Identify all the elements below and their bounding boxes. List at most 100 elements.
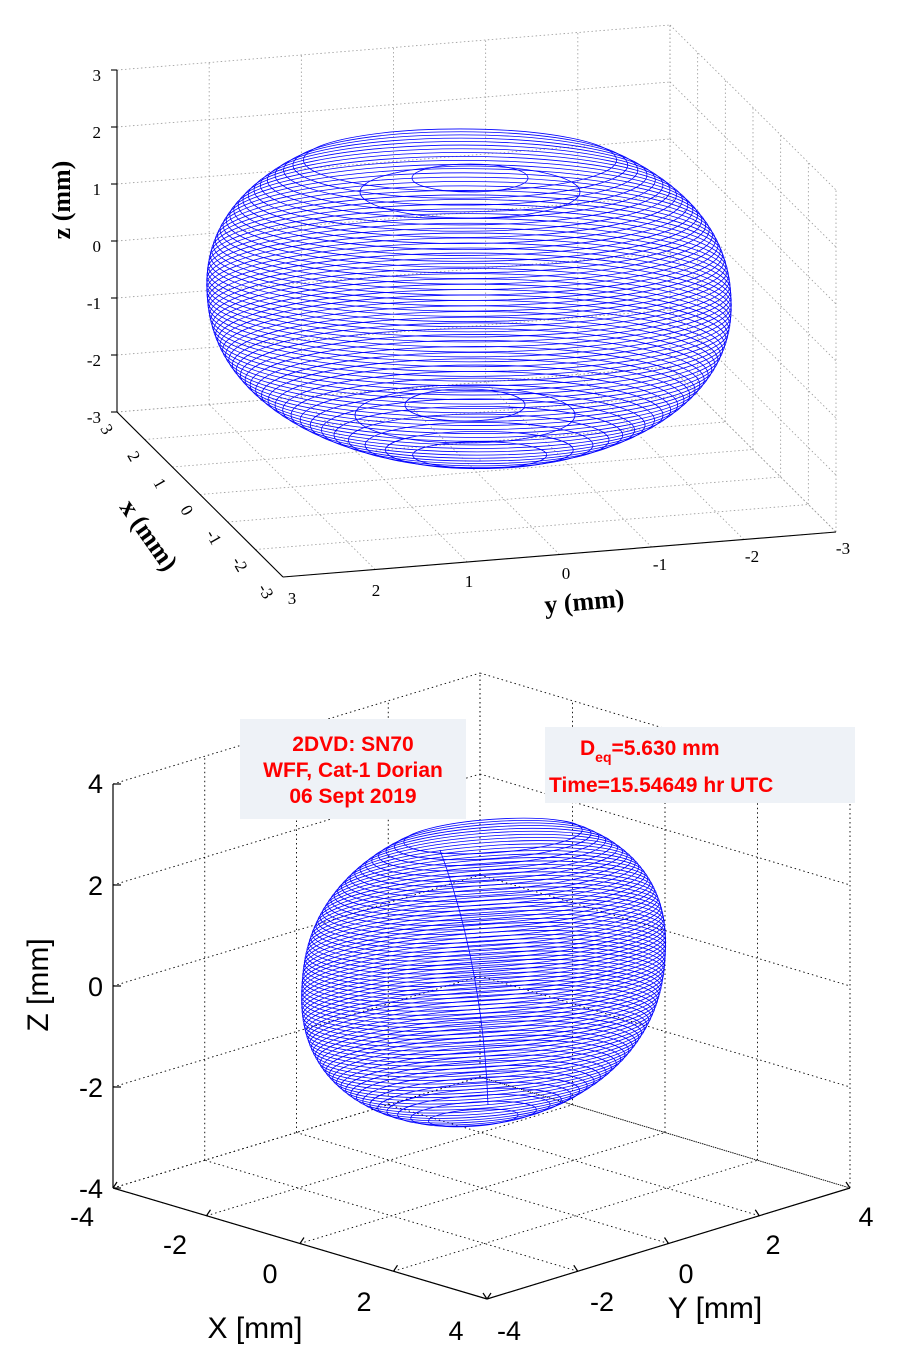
grid-line [112,1076,481,1189]
drop-contour [282,371,672,449]
grid-line [479,672,851,785]
x-axis-tick [393,1264,398,1272]
drop-contour [301,959,663,1032]
drop-contour [340,1049,612,1105]
y-axis-tick [754,1209,760,1217]
x-tick: 4 [448,1316,463,1346]
x-tick: 1 [149,475,170,492]
drop-contour [228,311,719,409]
grid-line [112,672,481,785]
x-tick: -3 [254,580,278,602]
z-tick: -4 [79,1174,103,1204]
drop-contour [215,283,729,387]
grid-line [393,1159,758,1272]
drop-contour [209,262,732,368]
drop-contour [231,316,716,414]
top-y-label: y (mm) [543,584,625,620]
drop-contour [369,1076,580,1119]
y-tick: -3 [836,539,850,558]
x-tick: 0 [262,1259,277,1289]
z-tick: 2 [93,123,102,142]
drop-ring [404,388,526,422]
drop-contour [207,213,727,317]
y-tick: 2 [372,581,381,600]
drop-contour [371,828,613,877]
y-tick: -1 [653,555,667,574]
drop-contour [219,181,710,279]
grid-line [208,404,376,570]
drop-contour [301,946,665,1020]
y-tick: 0 [678,1259,693,1289]
z-tick: -2 [87,351,101,370]
drop-ring [354,386,576,444]
y-axis-line [282,531,837,578]
drop-contour [249,339,701,431]
grid-line [116,195,671,242]
y-tick: -4 [497,1316,521,1346]
grid-line [479,1076,851,1189]
x-tick: -1 [202,526,226,548]
drop-contour [301,934,666,1008]
grid-line [388,1104,760,1217]
drop-contour [312,1006,645,1074]
drop-contour [428,1108,519,1128]
z-tick: -3 [87,408,101,427]
grid-line [299,1132,666,1244]
grid-line [206,1104,573,1217]
y-tick: 3 [288,589,297,608]
top-plot: 3 2 1 0 -1 -2 -3 z (mm) 3 2 1 0 -1 -2 -3… [47,24,850,620]
bottom-axes [112,783,851,1300]
drop-contour [208,257,732,363]
drop-contour [336,1044,617,1102]
drop-contour [211,273,731,377]
grid-line [227,476,781,523]
drop-contour [283,134,639,206]
bottom-drop-surface [301,817,667,1128]
grid-line [479,874,851,987]
z-tick: -2 [79,1073,103,1103]
grid-line [301,396,468,563]
y-axis-tick [482,1292,488,1300]
drop-contour [301,938,666,1012]
y-tick: -2 [745,547,759,566]
drop-contour [403,817,583,855]
x-tick: -2 [228,553,252,575]
drop-contour [322,1025,633,1088]
drop-contour [328,1034,626,1095]
x-axis-tick [206,1209,211,1217]
x-tick: 0 [176,502,197,519]
annotation-line: 2DVD: SN70 [292,733,413,756]
x-tick: 2 [356,1287,371,1317]
z-tick: 2 [88,871,103,901]
drop-contour [307,993,652,1063]
bottom-z-label: Z [mm] [22,938,55,1031]
drop-contour [225,172,703,268]
drop-contour [332,1039,622,1099]
drop-contour [274,364,679,446]
drop-contour [410,1100,537,1127]
grid-line [255,504,809,550]
x-axis-tick [486,1292,492,1300]
deq-text: Deq=5.630 mm [580,737,720,765]
grid-line [393,389,560,555]
annotation-line: 06 Sept 2019 [289,785,416,808]
drop-contour [206,227,730,333]
x-axis-tick [112,1181,118,1189]
drop-contour [217,289,727,391]
y-tick: -2 [590,1287,614,1317]
top-z-label: z (mm) [47,161,76,240]
bottom-x-label: X [mm] [208,1312,303,1345]
drop-contour [311,886,663,958]
drop-ring [411,163,529,193]
drop-contour [303,975,659,1048]
drop-contour [317,1016,640,1081]
drop-contour [301,930,666,1004]
drop-contour [377,1081,572,1122]
top-drop-surface [206,128,732,470]
drop-contour [225,305,721,405]
drop-contour [347,413,610,467]
drop-contour [333,853,646,917]
drop-contour [206,247,732,353]
drop-contour [247,152,677,238]
